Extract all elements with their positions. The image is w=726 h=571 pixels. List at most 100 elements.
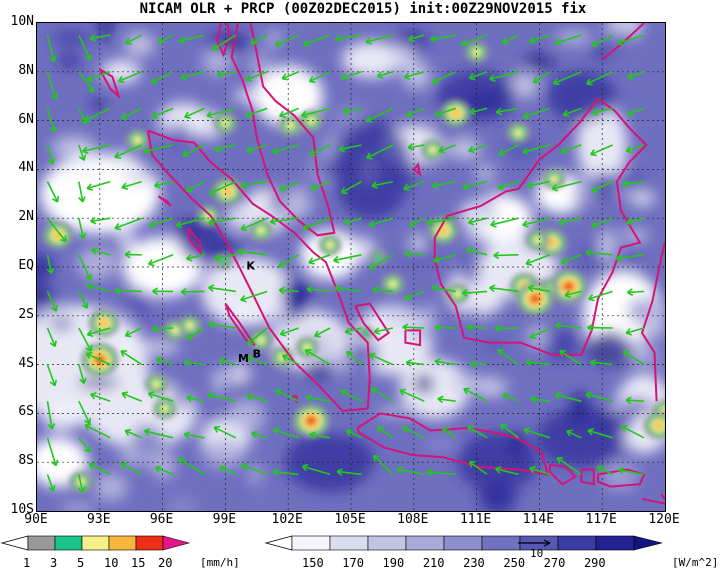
olr-cell bbox=[248, 464, 262, 484]
olr-cell bbox=[422, 438, 458, 450]
wind-arrow bbox=[124, 34, 143, 45]
olr-cell bbox=[77, 377, 120, 388]
wind-arrow bbox=[186, 327, 205, 340]
map-title: NICAM OLR + PRCP (00Z02DEC2015) init:00Z… bbox=[139, 1, 587, 17]
wind-arrow bbox=[403, 180, 425, 192]
wind-arrow bbox=[558, 217, 582, 226]
olr-cell bbox=[258, 430, 274, 451]
coastline-malay bbox=[230, 23, 336, 237]
wind-arrow bbox=[279, 327, 299, 337]
precip-cell bbox=[222, 187, 233, 196]
cloud-patch bbox=[341, 41, 402, 78]
wind-arrow bbox=[219, 465, 237, 476]
wind-arrow bbox=[402, 323, 425, 332]
olr-cell bbox=[51, 30, 91, 46]
wind-arrow bbox=[529, 327, 551, 340]
olr-colorbar-tick: 170 bbox=[342, 556, 364, 570]
olr-cell bbox=[628, 190, 656, 207]
wind-arrow bbox=[240, 217, 268, 232]
longitude-label: 108E bbox=[397, 512, 429, 527]
wind-arrow bbox=[78, 218, 87, 240]
wind-arrow bbox=[554, 34, 582, 46]
wind-arrow bbox=[86, 282, 111, 293]
wind-arrow bbox=[468, 71, 488, 81]
longitude-label: 120E bbox=[648, 512, 680, 527]
wind-arrow bbox=[465, 246, 488, 256]
wind-arrow bbox=[216, 70, 236, 78]
wind-arrow bbox=[46, 401, 56, 430]
wind-arrow bbox=[154, 180, 174, 189]
wind-arrow bbox=[272, 427, 299, 439]
wind-arrow bbox=[554, 391, 582, 402]
wind-arrow bbox=[468, 460, 488, 476]
wind-arrow bbox=[489, 284, 519, 293]
latitude-label: 8N bbox=[18, 62, 34, 78]
wind-arrow bbox=[308, 254, 331, 265]
olr-cell bbox=[450, 372, 484, 392]
wind-arrow bbox=[526, 180, 551, 189]
wind-arrow bbox=[246, 327, 268, 345]
precip-cell bbox=[325, 240, 335, 250]
olr-cell bbox=[167, 496, 196, 511]
wind-arrow bbox=[274, 34, 299, 48]
latitude-label: 10S bbox=[10, 502, 34, 517]
wind-arrow bbox=[121, 180, 142, 190]
latitude-label: 6N bbox=[18, 111, 34, 127]
wind-arrow bbox=[371, 180, 394, 189]
wind-arrow bbox=[588, 290, 613, 302]
olr-colorbar-swatch bbox=[291, 535, 331, 551]
precip-cell bbox=[549, 174, 559, 184]
latitude-label: 6S bbox=[18, 404, 34, 420]
olr-cell bbox=[212, 367, 225, 395]
wind-vectors bbox=[46, 34, 645, 493]
wind-arrow bbox=[405, 107, 425, 118]
wind-arrow bbox=[365, 144, 394, 160]
wind-arrow bbox=[314, 327, 331, 338]
wind-arrow bbox=[143, 428, 174, 439]
wind-arrow bbox=[405, 359, 425, 367]
latitude-label: 4S bbox=[18, 355, 34, 371]
wind-arrow bbox=[372, 285, 393, 294]
wind-arrow bbox=[275, 388, 300, 402]
olr-colorbar-tick: 190 bbox=[382, 556, 405, 570]
wind-arrow bbox=[344, 327, 362, 335]
wind-arrow bbox=[522, 144, 551, 155]
olr-colorbar bbox=[264, 535, 663, 551]
colorbars bbox=[0, 535, 663, 551]
wind-arrow bbox=[147, 391, 174, 402]
wind-arrow bbox=[250, 34, 268, 45]
coastline-nicobar bbox=[98, 68, 121, 100]
wind-arrow bbox=[279, 180, 299, 192]
wind-arrow bbox=[271, 144, 299, 155]
coastline-sumba bbox=[641, 497, 665, 505]
wind-arrow bbox=[150, 71, 174, 85]
wind-arrow bbox=[407, 143, 425, 151]
olr-colorbar-swatch bbox=[405, 535, 445, 551]
olr-cell bbox=[227, 362, 251, 386]
map-marker-label: K bbox=[246, 259, 255, 272]
wind-arrow bbox=[157, 34, 174, 44]
wind-arrow bbox=[336, 468, 362, 476]
precip-cell bbox=[471, 48, 482, 57]
cloud-patch bbox=[201, 256, 292, 327]
coastline-philippines bbox=[601, 23, 645, 61]
wind-arrow bbox=[309, 431, 331, 440]
wind-arrow bbox=[152, 287, 174, 296]
wind-arrow bbox=[627, 71, 645, 80]
precip-cell bbox=[132, 135, 143, 145]
olr-colorbar-tick: 270 bbox=[543, 556, 566, 570]
coastline-simeulue bbox=[157, 195, 172, 207]
olr-cell bbox=[151, 449, 176, 480]
wind-arrow bbox=[278, 254, 300, 268]
coastline-bangka bbox=[354, 302, 391, 342]
wind-arrow bbox=[180, 71, 205, 81]
olr-colorbar-min-triangle bbox=[264, 535, 293, 551]
wind-arrow bbox=[78, 181, 86, 203]
olr-cell bbox=[282, 187, 312, 219]
olr-cell bbox=[459, 253, 480, 286]
olr-cell bbox=[383, 309, 424, 325]
wind-arrow bbox=[376, 426, 394, 439]
olr-cell bbox=[355, 338, 378, 370]
clear-sky-area bbox=[331, 119, 412, 220]
wind-arrow bbox=[186, 254, 205, 262]
